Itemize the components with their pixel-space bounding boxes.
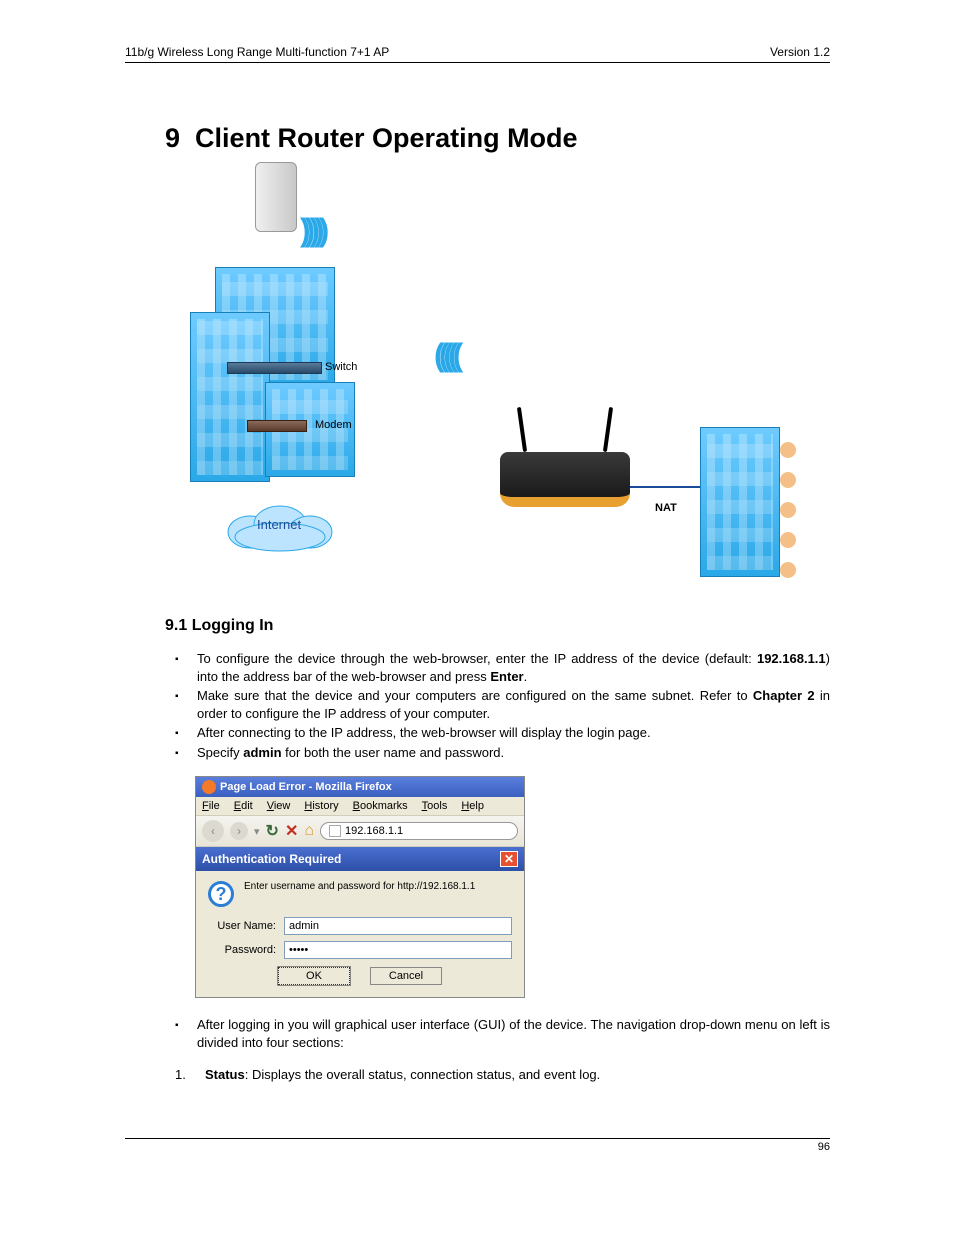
header-right: Version 1.2	[770, 45, 830, 59]
auth-message: Enter username and password for http://1…	[244, 881, 475, 892]
switch-label: Switch	[325, 361, 357, 373]
forward-button[interactable]: ›	[230, 822, 248, 840]
menu-view[interactable]: View	[267, 800, 291, 812]
browser-menubar: File Edit View History Bookmarks Tools H…	[196, 797, 524, 815]
list-item: To configure the device through the web-…	[175, 650, 830, 685]
close-icon[interactable]: ✕	[500, 851, 518, 867]
url-text: 192.168.1.1	[345, 825, 403, 837]
menu-bookmarks[interactable]: Bookmarks	[353, 800, 408, 812]
numbered-list: Status: Displays the overall status, con…	[175, 1066, 830, 1084]
password-input[interactable]	[284, 941, 512, 959]
chapter-heading: 9 Client Router Operating Mode	[165, 123, 830, 154]
network-diagram: ))))) Switch Modem Internet ))))) NAT	[165, 162, 805, 592]
window-title: Page Load Error - Mozilla Firefox	[220, 781, 392, 793]
list-item: After connecting to the IP address, the …	[175, 724, 830, 742]
stop-icon[interactable]: ✕	[285, 821, 298, 841]
header-left: 11b/g Wireless Long Range Multi-function…	[125, 45, 389, 59]
auth-title: Authentication Required	[202, 852, 341, 866]
ap-device-icon	[255, 162, 297, 232]
cancel-button[interactable]: Cancel	[370, 967, 442, 985]
reload-icon[interactable]: ↻	[266, 821, 279, 841]
menu-file[interactable]: File	[202, 800, 220, 812]
router-icon	[500, 452, 630, 507]
wireless-wave-icon: )))))	[440, 337, 463, 374]
user-icon	[780, 442, 796, 458]
list-item: Specify admin for both the user name and…	[175, 744, 830, 762]
home-icon[interactable]: ⌂	[304, 822, 314, 840]
menu-edit[interactable]: Edit	[234, 800, 253, 812]
modem-label: Modem	[315, 419, 352, 431]
browser-titlebar: Page Load Error - Mozilla Firefox	[196, 777, 524, 797]
username-input[interactable]	[284, 917, 512, 935]
question-icon: ?	[208, 881, 234, 907]
instruction-list: To configure the device through the web-…	[175, 650, 830, 761]
back-button[interactable]: ‹	[202, 820, 224, 842]
user-icon	[780, 532, 796, 548]
password-label: Password:	[208, 944, 276, 956]
building-icon	[190, 312, 270, 482]
auth-dialog-body: ? Enter username and password for http:/…	[196, 871, 524, 997]
menu-help[interactable]: Help	[461, 800, 484, 812]
page-footer: 96	[125, 1138, 830, 1153]
page-number: 96	[818, 1141, 830, 1153]
user-icon	[780, 562, 796, 578]
username-label: User Name:	[208, 920, 276, 932]
wireless-wave-icon: )))))	[300, 212, 323, 249]
page-icon	[329, 825, 341, 837]
menu-history[interactable]: History	[304, 800, 338, 812]
instruction-list-2: After logging in you will graphical user…	[175, 1016, 830, 1051]
connection-line	[630, 477, 700, 517]
user-icon	[780, 502, 796, 518]
nat-building-icon	[700, 427, 780, 577]
section-heading: 9.1 Logging In	[165, 617, 830, 635]
switch-icon	[227, 362, 322, 374]
browser-toolbar: ‹ › ▾ ↻ ✕ ⌂ 192.168.1.1	[196, 815, 524, 847]
firefox-icon	[202, 780, 216, 794]
internet-label: Internet	[257, 517, 301, 532]
list-item: Make sure that the device and your compu…	[175, 687, 830, 722]
ok-button[interactable]: OK	[278, 967, 350, 985]
user-icon	[780, 472, 796, 488]
url-bar[interactable]: 192.168.1.1	[320, 822, 518, 840]
list-item: After logging in you will graphical user…	[175, 1016, 830, 1051]
modem-icon	[247, 420, 307, 432]
page-header: 11b/g Wireless Long Range Multi-function…	[125, 45, 830, 63]
menu-tools[interactable]: Tools	[422, 800, 448, 812]
dropdown-icon[interactable]: ▾	[254, 825, 260, 838]
auth-dialog-titlebar: Authentication Required ✕	[196, 847, 524, 871]
list-item: Status: Displays the overall status, con…	[175, 1066, 830, 1084]
browser-screenshot: Page Load Error - Mozilla Firefox File E…	[195, 776, 525, 998]
